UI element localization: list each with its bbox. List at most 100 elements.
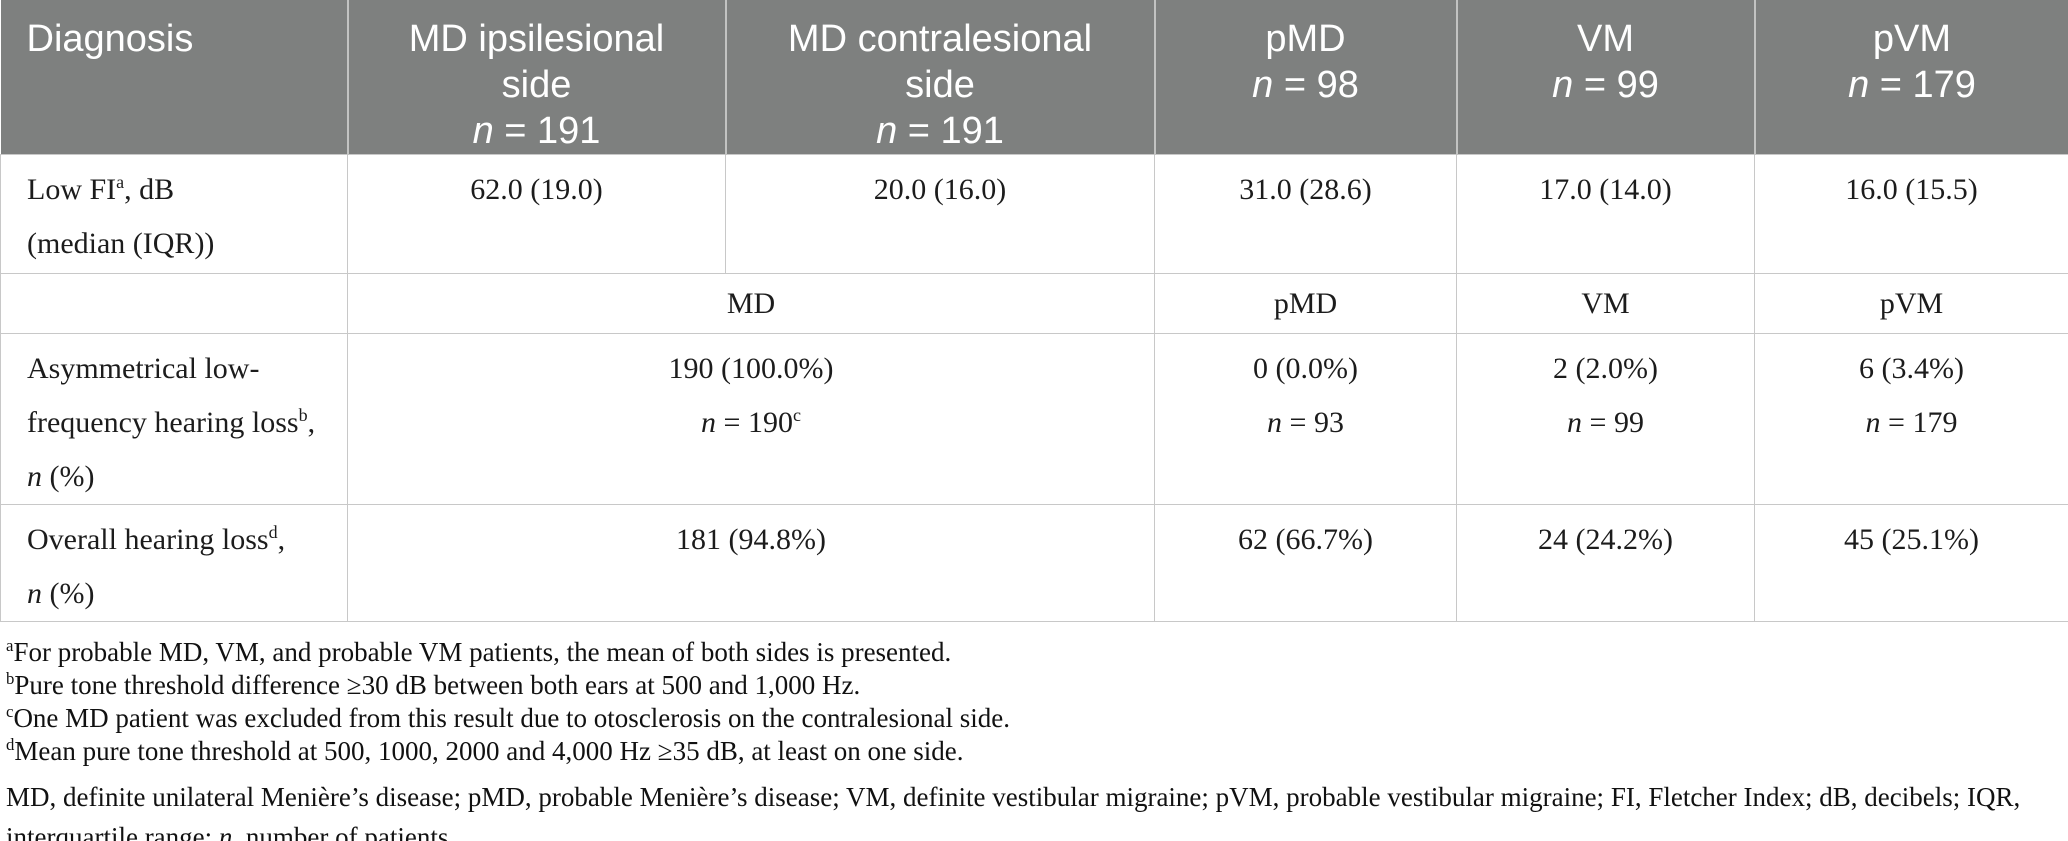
cell-low-fi-vm: 17.0 (14.0): [1456, 154, 1755, 274]
header-pmd: pMD n = 98: [1153, 0, 1457, 155]
cell-subheader-pmd: pMD: [1154, 273, 1457, 334]
table-footnotes: aFor probable MD, VM, and probable VM pa…: [0, 622, 2068, 841]
n-value: = 190: [716, 406, 793, 439]
n-symbol: n: [27, 577, 42, 610]
footnote-text: One MD patient was excluded from this re…: [13, 703, 1010, 733]
label-text: Low FI: [27, 173, 117, 206]
footnote-marker-d: d: [268, 522, 278, 542]
header-n-count: n = 191: [357, 108, 717, 154]
cell-n-count: n = 99: [1465, 396, 1746, 450]
header-row: Diagnosis MD ipsilesional side n = 191 M…: [0, 0, 2068, 155]
n-value: = 98: [1273, 64, 1359, 106]
n-symbol: n: [218, 822, 233, 841]
header-md-contralesional: MD contralesional side n = 191: [724, 0, 1155, 155]
n-symbol: n: [1848, 64, 1870, 106]
header-pvm: pVM n = 179: [1753, 0, 2068, 155]
footnote-text: Mean pure tone threshold at 500, 1000, 2…: [14, 736, 964, 766]
cell-value: 0 (0.0%): [1253, 352, 1358, 385]
cell-subheader-pvm: pVM: [1754, 273, 2068, 334]
footnote-marker-b: b: [298, 405, 308, 425]
row-overall-hearing-loss: Overall hearing lossd, n (%) 181 (94.8%)…: [0, 504, 2068, 622]
cell-low-fi-pvm: 16.0 (15.5): [1754, 154, 2068, 274]
footnote-text: Pure tone threshold difference ≥30 dB be…: [14, 670, 861, 700]
cell-value: 6 (3.4%): [1859, 352, 1964, 385]
cell-overall-md: 181 (94.8%): [347, 504, 1155, 622]
footnote-marker-d: d: [6, 735, 15, 754]
n-value: = 191: [493, 110, 601, 152]
footnote-marker-a: a: [6, 636, 14, 655]
label-line: (median (IQR)): [27, 227, 215, 260]
header-n-count: n = 191: [735, 108, 1146, 154]
cell-overall-pmd: 62 (66.7%): [1154, 504, 1457, 622]
n-symbol: n: [876, 110, 898, 152]
label-line: frequency hearing lossb,: [27, 396, 331, 450]
n-symbol: n: [1865, 406, 1881, 439]
table-header: Diagnosis MD ipsilesional side n = 191 M…: [0, 0, 2068, 155]
n-value: = 93: [1282, 406, 1344, 439]
label-text: ,: [277, 523, 286, 556]
cell-low-fi-md-contra: 20.0 (16.0): [725, 154, 1155, 274]
cell-value: 190 (100.0%): [668, 352, 834, 385]
abbreviation-text: , number of patients.: [232, 822, 456, 841]
header-n-count: n = 99: [1466, 62, 1746, 108]
n-value: = 179: [1880, 406, 1958, 439]
row-label-asymmetrical: Asymmetrical low- frequency hearing loss…: [0, 333, 348, 505]
header-line: MD contralesional: [787, 18, 1093, 60]
cell-overall-vm: 24 (24.2%): [1456, 504, 1755, 622]
header-line: VM: [1577, 18, 1634, 60]
footnote-marker-a: a: [116, 172, 125, 192]
n-symbol: n: [701, 406, 717, 439]
header-n-count: n = 179: [1764, 62, 2061, 108]
n-symbol: n: [472, 110, 494, 152]
header-line: side: [905, 64, 975, 106]
n-value: = 179: [1869, 64, 1976, 106]
footnote-a: aFor probable MD, VM, and probable VM pa…: [6, 636, 2062, 669]
label-line: n (%): [27, 450, 331, 504]
label-line: Asymmetrical low-: [27, 352, 260, 385]
header-line: pVM: [1872, 18, 1952, 60]
header-line: MD ipsilesional: [408, 18, 665, 60]
n-symbol: n: [1567, 406, 1583, 439]
cell-subheader-md: MD: [347, 273, 1155, 334]
cell-n-count: n = 190c: [356, 396, 1146, 450]
row-label-low-fi: Low FIa, dB (median (IQR)): [0, 154, 348, 274]
cell-value: 2 (2.0%): [1553, 352, 1658, 385]
header-vm: VM n = 99: [1455, 0, 1755, 155]
label-text: ,: [307, 406, 316, 439]
footnote-marker-b: b: [6, 669, 15, 688]
header-n-count: n = 98: [1164, 62, 1448, 108]
cell-overall-pvm: 45 (25.1%): [1754, 504, 2068, 622]
cell-asym-md: 190 (100.0%) n = 190c: [347, 333, 1155, 505]
cell-n-count: n = 93: [1163, 396, 1448, 450]
cell-low-fi-pmd: 31.0 (28.6): [1154, 154, 1457, 274]
label-text: frequency hearing loss: [27, 406, 299, 439]
n-value: = 99: [1582, 406, 1644, 439]
table-body: Low FIa, dB (median (IQR)) 62.0 (19.0) 2…: [0, 154, 2068, 622]
cell-subheader-vm: VM: [1456, 273, 1755, 334]
header-diagnosis: Diagnosis: [0, 0, 348, 155]
cell-low-fi-md-ipsi: 62.0 (19.0): [347, 154, 726, 274]
cell-subheader-empty: [0, 273, 348, 334]
cell-asym-vm: 2 (2.0%) n = 99: [1456, 333, 1755, 505]
n-symbol: n: [1252, 64, 1274, 106]
footnote-text: For probable MD, VM, and probable VM pat…: [13, 637, 952, 667]
diagnosis-table: Diagnosis MD ipsilesional side n = 191 M…: [0, 0, 2068, 622]
cell-asym-pmd: 0 (0.0%) n = 93: [1154, 333, 1457, 505]
row-asymmetrical-hearing-loss: Asymmetrical low- frequency hearing loss…: [0, 333, 2068, 505]
n-symbol: n: [1552, 64, 1574, 106]
row-group-subheader: MD pMD VM pVM: [0, 273, 2068, 334]
cell-asym-pvm: 6 (3.4%) n = 179: [1754, 333, 2068, 505]
abbreviation-text: MD, definite unilateral Menière’s diseas…: [6, 782, 2021, 841]
label-text: (%): [42, 577, 95, 610]
footnote-marker-c: c: [792, 405, 801, 425]
header-line: pMD: [1265, 18, 1346, 60]
footnote-c: cOne MD patient was excluded from this r…: [6, 702, 2062, 735]
header-line: side: [501, 64, 572, 106]
n-symbol: n: [27, 460, 42, 493]
label-text: (%): [42, 460, 95, 493]
n-value: = 99: [1573, 64, 1659, 106]
footnote-d: dMean pure tone threshold at 500, 1000, …: [6, 735, 2062, 768]
n-symbol: n: [1267, 406, 1283, 439]
row-low-fi: Low FIa, dB (median (IQR)) 62.0 (19.0) 2…: [0, 154, 2068, 274]
